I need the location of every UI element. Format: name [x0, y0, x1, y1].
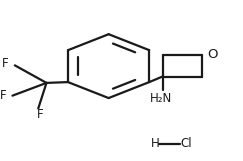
Text: F: F: [0, 89, 6, 102]
Text: Cl: Cl: [180, 137, 192, 150]
Text: F: F: [2, 57, 9, 70]
Text: F: F: [37, 108, 44, 121]
Text: H: H: [151, 137, 160, 150]
Text: H₂N: H₂N: [150, 92, 173, 104]
Text: O: O: [207, 48, 217, 61]
